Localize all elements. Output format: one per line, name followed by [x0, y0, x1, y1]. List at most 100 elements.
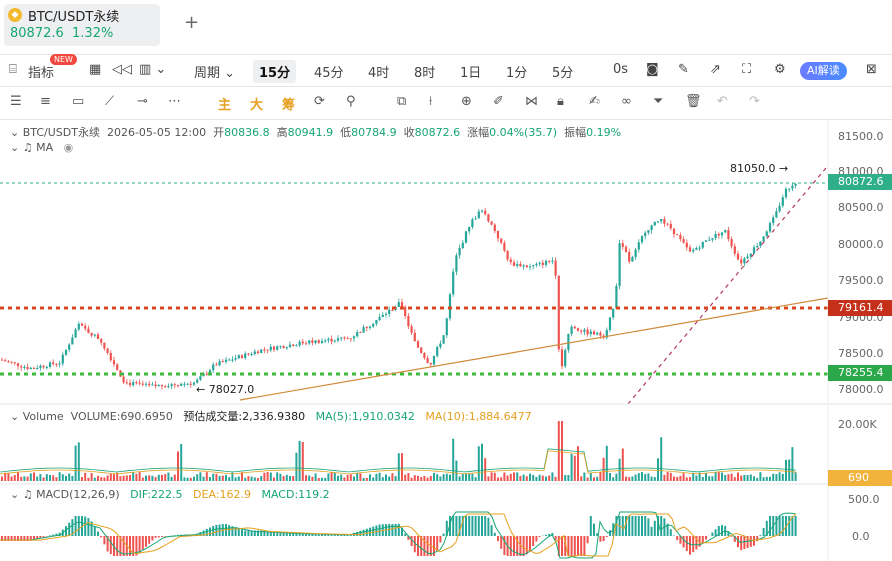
macd-bar: [298, 532, 301, 536]
volume-bar: [193, 476, 195, 481]
collapse-icon[interactable]: ⌄: [10, 141, 20, 154]
symbol-tab[interactable]: [4, 4, 160, 46]
volume-bar: [554, 476, 557, 481]
share-icon[interactable]: ⇗: [710, 62, 721, 77]
timeframe-1m[interactable]: 1分: [506, 66, 528, 81]
volume-bar: [513, 472, 515, 481]
redo-icon[interactable]: ↷: [749, 94, 760, 109]
volume-bar: [634, 474, 637, 481]
macd-bar: [487, 517, 490, 536]
timeframe-15m[interactable]: 15分: [253, 60, 297, 83]
volume-tag: 690: [828, 470, 892, 486]
rectangle-icon[interactable]: ▭: [72, 94, 85, 109]
trendline-icon[interactable]: ⟋: [105, 94, 115, 109]
volume-ma10: MA(10):1,884.6477: [425, 410, 532, 423]
settings-icon[interactable]: ⚙: [774, 62, 786, 77]
candle-body: [432, 355, 436, 365]
candle-body: [368, 326, 372, 328]
lock-icon[interactable]: 🔒︎: [557, 94, 564, 109]
timeframe-4h[interactable]: 4时: [368, 66, 390, 81]
link-icon[interactable]: ∞: [621, 94, 632, 109]
timeframe-8h[interactable]: 8时: [414, 66, 436, 81]
copy-icon[interactable]: ⧉: [397, 94, 407, 109]
candle-body: [349, 338, 352, 340]
collapse-icon[interactable]: ⌄: [10, 126, 20, 139]
camera-icon[interactable]: ◙: [646, 62, 659, 77]
macd-bar: [615, 516, 618, 536]
ai-analysis-button[interactable]: AI解读: [800, 62, 847, 80]
collapse-icon[interactable]: ⊠: [866, 62, 877, 77]
candle-body: [452, 271, 455, 295]
macd-bar: [343, 534, 346, 536]
volume-bar: [391, 473, 394, 481]
large-order-button[interactable]: 大: [250, 98, 264, 113]
volume-bar: [218, 475, 221, 481]
price-axis-tick: 79500.0: [838, 274, 884, 287]
volume-bar: [20, 476, 23, 481]
candle-body: [704, 240, 708, 242]
volume-bar: [52, 475, 55, 481]
candle-body: [362, 327, 365, 333]
more-icon[interactable]: ⋯: [168, 94, 181, 109]
period-dropdown[interactable]: 周期 ⌄: [194, 66, 236, 81]
candle-body: [138, 382, 141, 384]
trash-icon[interactable]: 🗑︎: [685, 94, 702, 109]
alarm-icon[interactable]: ♫: [22, 488, 33, 501]
macd-bar: [647, 518, 650, 536]
fullscreen-icon[interactable]: ⛶: [742, 62, 752, 77]
candle-body: [23, 367, 26, 369]
chart-type-icon[interactable]: ▥ ⌄: [139, 62, 167, 77]
candle-body: [506, 250, 509, 260]
timeframe-45m[interactable]: 45分: [314, 66, 344, 81]
macd-bar: [765, 520, 768, 536]
undo-icon[interactable]: ↶: [717, 94, 728, 109]
volume-bar: [359, 473, 362, 481]
horizontal-lines-icon[interactable]: ≡: [40, 94, 51, 109]
eye-icon[interactable]: ◉: [63, 141, 74, 154]
horizontal-ray-icon[interactable]: ⊸: [137, 94, 148, 109]
volume-bar: [417, 475, 419, 481]
macd-bar: [266, 531, 269, 536]
timeframe-1d[interactable]: 1日: [460, 66, 482, 81]
menu-icon[interactable]: ☰: [10, 94, 22, 109]
brush-icon[interactable]: ✐: [493, 94, 504, 109]
timeframe-5m[interactable]: 5分: [552, 66, 574, 81]
tab-change-value: 1.32%: [72, 26, 114, 41]
volume-bar: [7, 473, 10, 481]
macd-bar: [391, 523, 394, 536]
collapse-icon[interactable]: ⌄: [10, 488, 20, 501]
add-tab-button[interactable]: +: [184, 12, 200, 33]
indicators-button[interactable]: 指标: [28, 66, 55, 81]
collapse-icon[interactable]: ⌄: [10, 410, 20, 423]
volume-bar: [733, 477, 736, 481]
magnet-icon[interactable]: ⚲: [346, 94, 356, 109]
candle-body: [250, 354, 253, 356]
volume-bar: [717, 472, 720, 481]
macd-bar: [577, 536, 579, 556]
macd-bar: [311, 533, 314, 536]
layout-icon[interactable]: ▦: [89, 62, 102, 77]
volume-bar: [279, 473, 282, 481]
compare-icon[interactable]: ⋈: [525, 94, 538, 109]
volume-bar: [33, 472, 35, 481]
replay-icon[interactable]: ◁◁: [112, 62, 132, 77]
candle-body: [413, 332, 416, 342]
zoom-icon[interactable]: ⊕: [461, 94, 472, 109]
main-force-button[interactable]: 主: [218, 98, 232, 113]
alarm-icon[interactable]: ♫: [22, 141, 33, 154]
candle-body: [532, 265, 535, 267]
filter-icon[interactable]: ⏷: [653, 94, 664, 109]
candle-body: [621, 243, 624, 247]
macd-bar: [583, 536, 586, 556]
edit-box-icon[interactable]: ✍: [589, 94, 600, 109]
pen-icon[interactable]: ✎: [678, 62, 689, 77]
volume-bar: [538, 474, 541, 481]
sync-icon[interactable]: ⟳: [314, 94, 325, 109]
volume-bar: [298, 440, 301, 481]
chips-button[interactable]: 筹: [282, 98, 296, 113]
ruler-icon[interactable]: ⟊: [429, 94, 433, 109]
volume-bar: [650, 476, 653, 481]
indicator-icon[interactable]: ⌸: [9, 62, 17, 77]
candle-body: [423, 353, 426, 358]
